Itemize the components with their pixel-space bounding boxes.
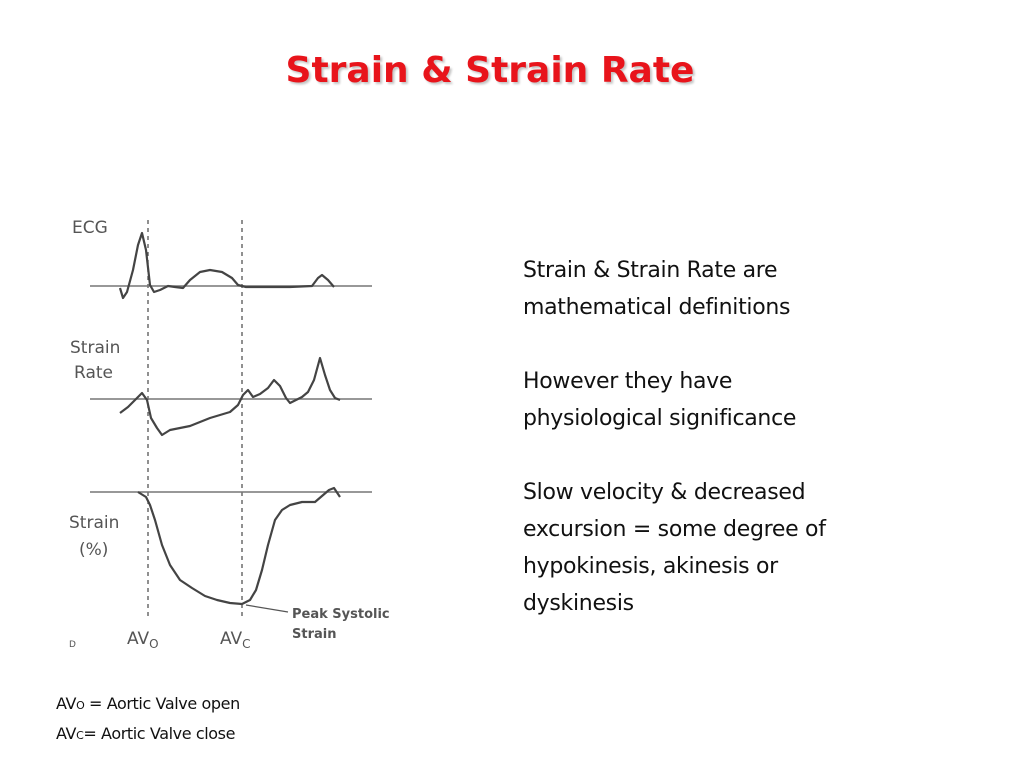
footnote-avo: AVO = Aortic Valve open [56,694,240,713]
body-text: Strain & Strain Rate are mathematical de… [523,252,963,622]
corner-label: D [69,640,76,650]
slide-title: Strain & Strain Rate [285,50,695,91]
strain-diagram: ECG Strain Rate Strain (%) D AVO AVC Pea… [69,218,390,651]
body-line-8: dyskinesis [523,591,634,616]
strain-rate-label-2: Rate [74,363,113,383]
body-line-7: hypokinesis, akinesis or [523,554,778,579]
strain-label-1: Strain [69,513,119,533]
strain-trace [137,486,341,606]
avo-label: AVO [127,629,159,651]
body-line-1: Strain & Strain Rate are [523,258,778,283]
footnote-avc: AVC= Aortic Valve close [56,724,236,743]
strain-label-2: (%) [79,540,108,560]
peak-label-2: Strain [292,627,336,642]
body-line-4: physiological significance [523,406,797,431]
paragraph-hypokinesis: Slow velocity & decreased excursion = so… [523,474,963,622]
body-line-2: mathematical definitions [523,295,791,320]
peak-label-1: Peak Systolic [292,607,390,622]
strain-rate-trace [119,356,341,437]
body-line-3: However they have [523,369,733,394]
avc-label: AVC [220,629,251,651]
ecg-label: ECG [72,218,108,238]
ecg-trace [118,231,335,300]
footnotes: AVO = Aortic Valve open AVC= Aortic Valv… [56,690,356,750]
paragraph-significance: However they have physiological signific… [523,363,963,437]
paragraph-definitions: Strain & Strain Rate are mathematical de… [523,252,963,326]
body-line-5: Slow velocity & decreased [523,480,806,505]
peak-pointer-line [245,604,289,613]
body-line-6: excursion = some degree of [523,517,826,542]
strain-rate-label-1: Strain [70,338,120,358]
